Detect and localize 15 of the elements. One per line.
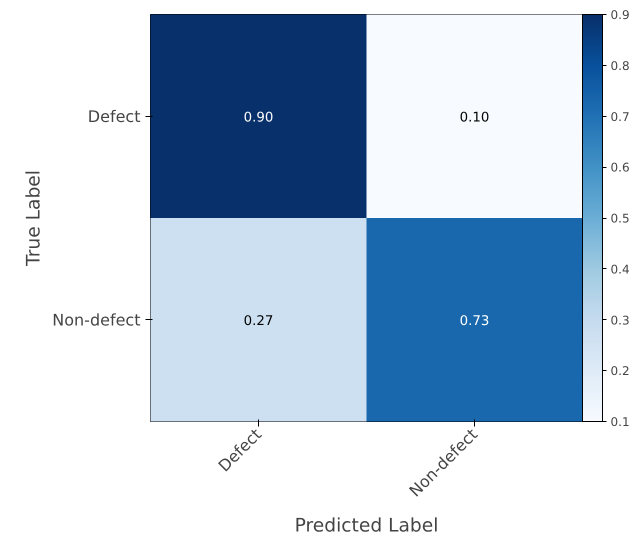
- color-bar-label: 0.1: [610, 415, 630, 429]
- data-label: 0.10: [460, 110, 490, 126]
- color-bar-label: 0.4: [610, 262, 630, 276]
- x-axis-title: Predicted Label: [294, 515, 438, 536]
- data-label: 0.73: [460, 314, 490, 329]
- data-label: 0.90: [244, 110, 274, 126]
- data-label: 0.27: [244, 314, 274, 329]
- color-bar-label: 0.5: [610, 212, 630, 226]
- color-bar-label: 0.3: [610, 313, 630, 328]
- color-bar-label: 0.9: [610, 8, 630, 22]
- color-bar-label: 0.7: [610, 110, 630, 124]
- y-axis-title: True Label: [23, 170, 44, 267]
- color-bar-label: 0.6: [610, 160, 630, 175]
- color-bar-label: 0.2: [610, 364, 630, 378]
- color-bar-label: 0.8: [610, 58, 630, 73]
